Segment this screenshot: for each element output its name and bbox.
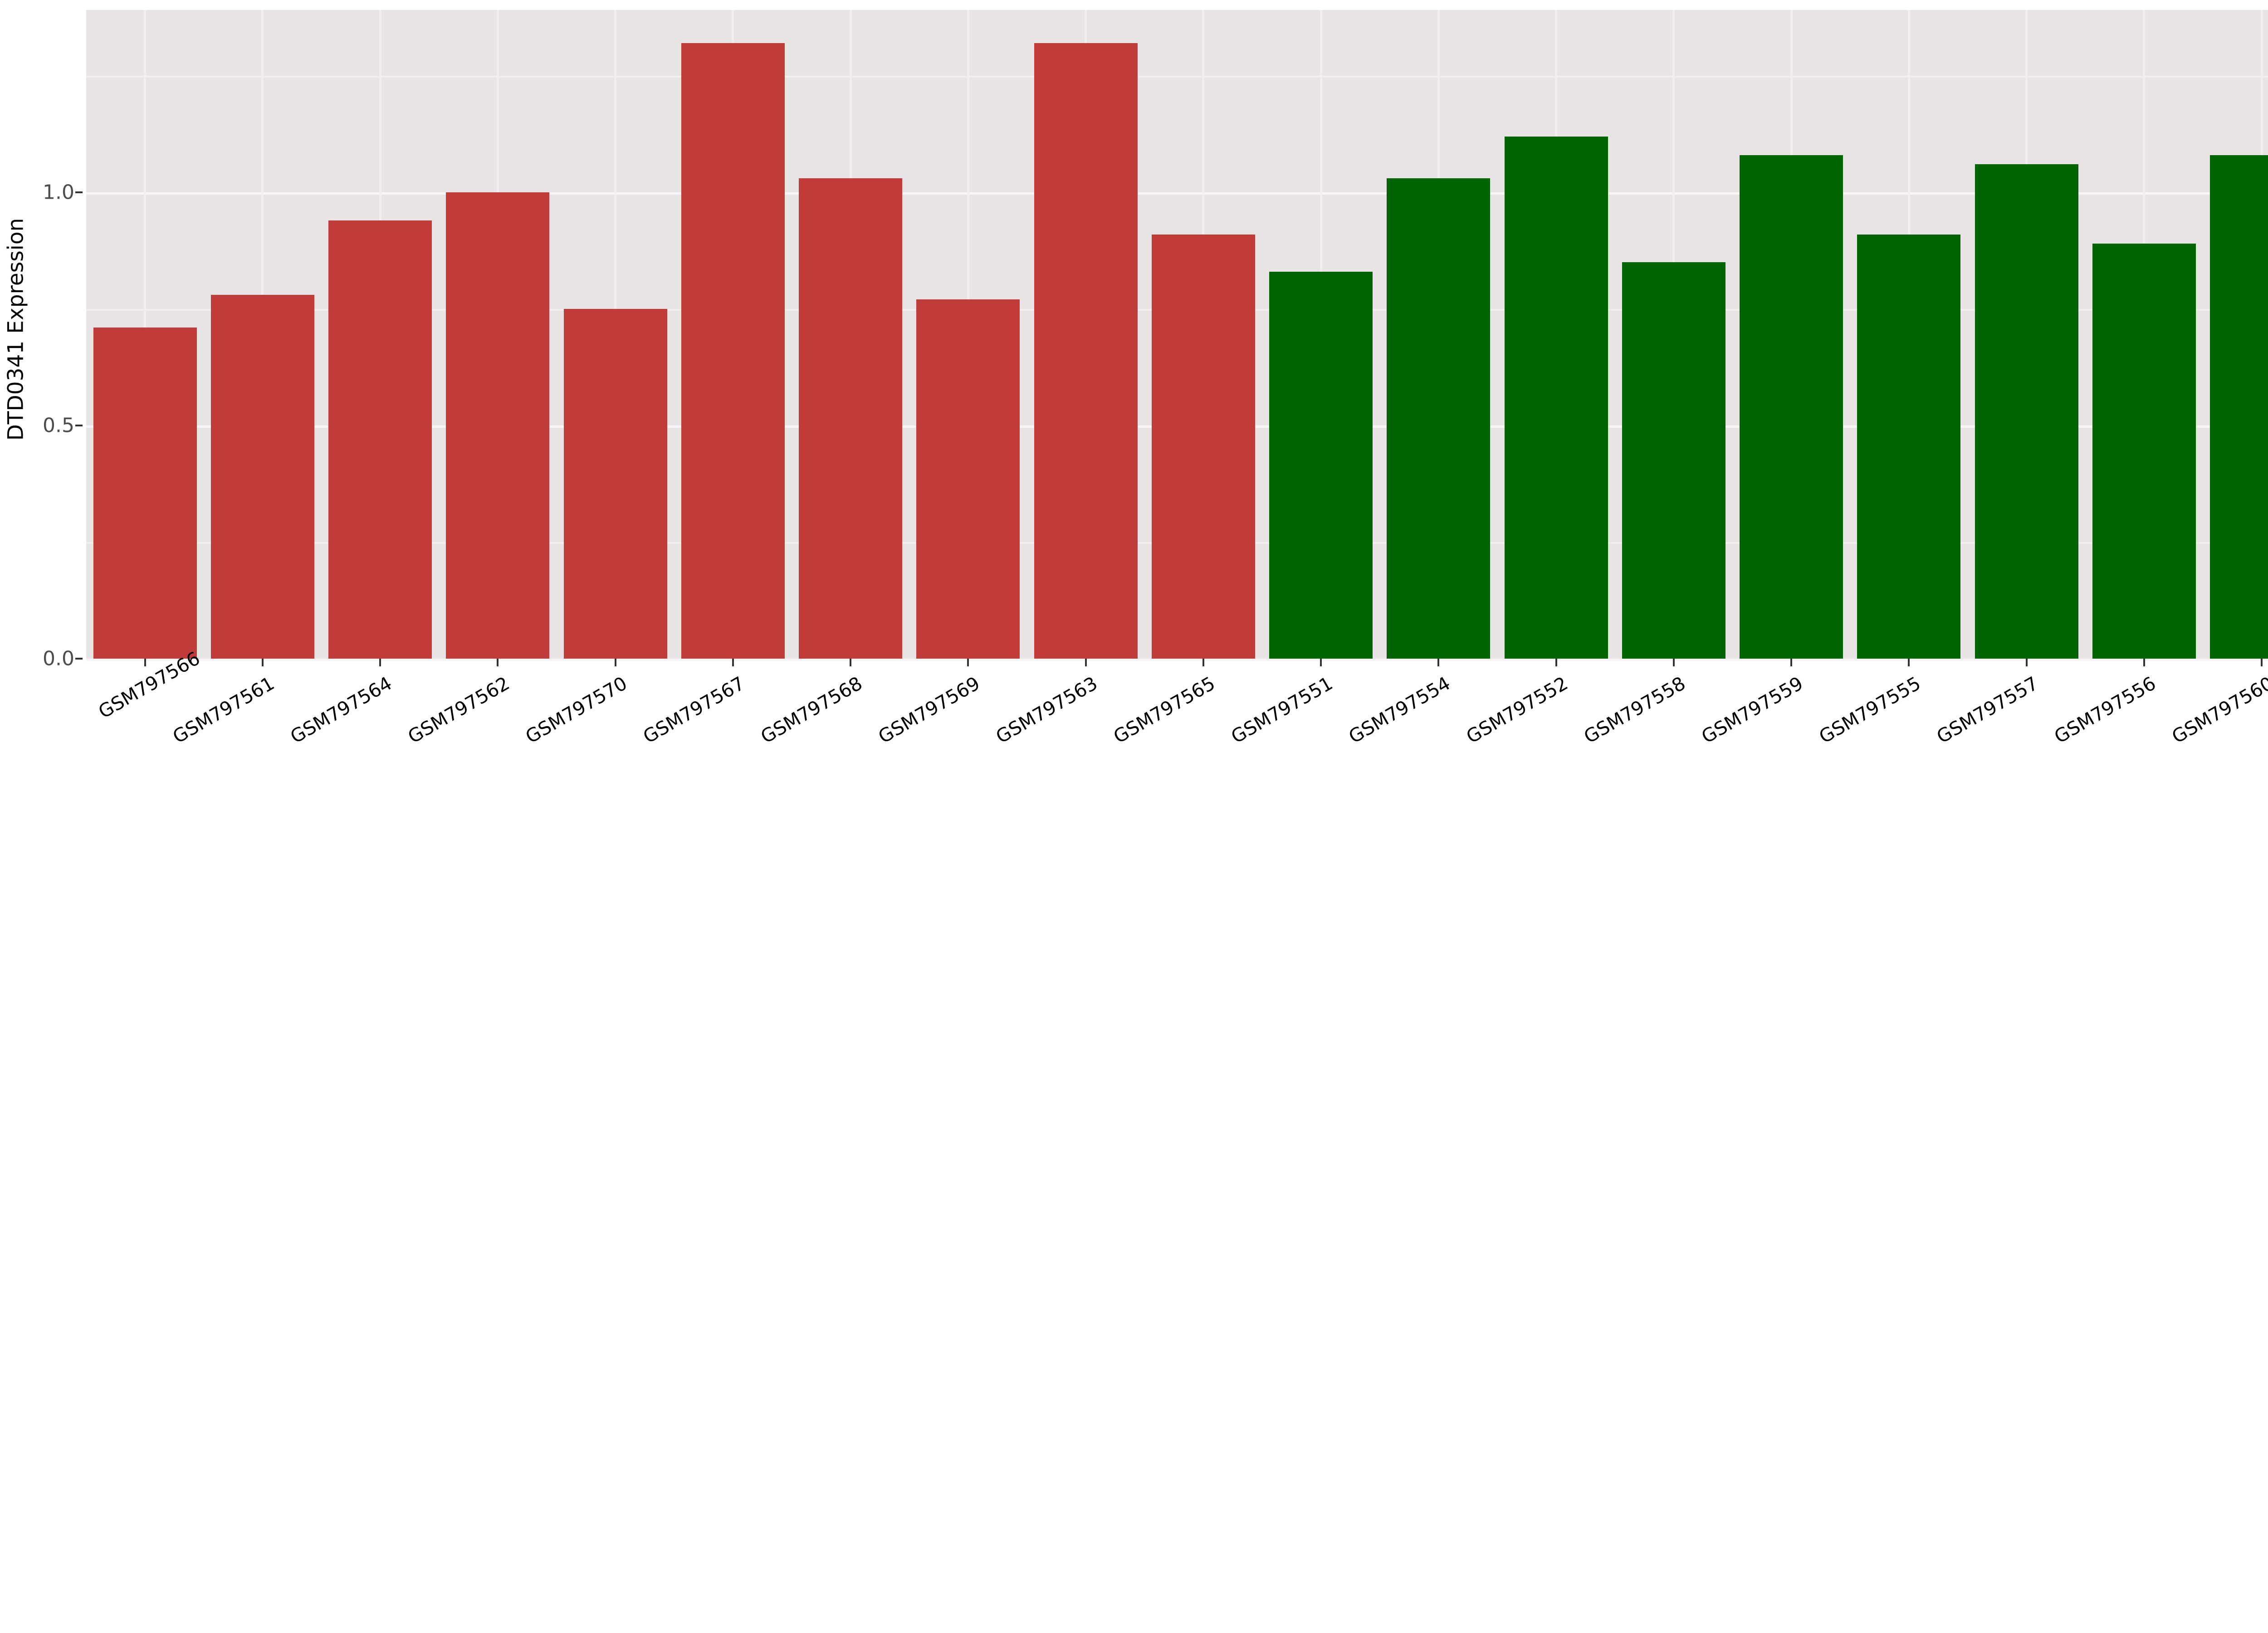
x-axis-tick-mark	[1202, 659, 1204, 666]
x-axis-tick-mark	[1555, 659, 1557, 666]
x-axis-tick-label: GSM797566	[94, 647, 204, 723]
y-axis-tick-mark	[75, 658, 83, 660]
bar	[1622, 262, 1725, 659]
plot-panel	[86, 10, 2268, 661]
x-axis-tick-label: GSM797569	[875, 672, 984, 748]
x-axis-tick-mark	[1320, 659, 1322, 666]
gridline-minor-horizontal	[86, 76, 2268, 78]
bar	[1387, 178, 1491, 659]
x-axis-tick-label: GSM797555	[1815, 672, 1925, 748]
bar	[1269, 271, 1373, 659]
x-axis-tick-mark	[2025, 659, 2028, 666]
y-axis-tick-labels: 0.0 0.5 1.0	[32, 0, 86, 816]
x-axis-tick-mark	[1085, 659, 1087, 666]
x-axis-tick-mark	[379, 659, 381, 666]
x-axis-tick-mark	[1437, 659, 1440, 666]
bar	[1151, 234, 1255, 659]
gridline-major-horizontal	[86, 659, 2268, 661]
x-axis-tick-mark	[144, 659, 146, 666]
bar	[93, 328, 197, 659]
bar	[1975, 164, 2078, 659]
bar	[681, 43, 785, 659]
y-axis-tick-label: 0.5	[43, 414, 74, 437]
y-axis-tick-label: 0.0	[43, 647, 74, 670]
x-axis-tick-mark	[261, 659, 264, 666]
x-axis-tick-mark	[1672, 659, 1675, 666]
x-axis-tick-label: GSM797563	[992, 672, 1101, 748]
x-axis-tick-labels: GSM797566 GSM797561 GSM797564 GSM797562 GSM7…	[86, 647, 2268, 816]
bar	[328, 220, 432, 659]
bar	[916, 299, 1020, 659]
x-axis-tick-mark	[1790, 659, 1793, 666]
bar	[446, 192, 550, 659]
x-axis-tick-mark	[1908, 659, 1910, 666]
bar-chart-figure: DTD0341 Expression 0.0 0.5 1.0 GSM797566 GS…	[0, 0, 2268, 816]
y-axis-tick-label: 1.0	[43, 181, 74, 204]
bar	[563, 309, 667, 659]
bar	[1034, 43, 1138, 659]
y-axis-tick-mark	[75, 191, 83, 193]
x-axis-tick-label: GSM797551	[1227, 672, 1337, 748]
x-axis-tick-mark	[967, 659, 969, 666]
bar-series	[86, 10, 2268, 659]
bar	[799, 178, 903, 659]
x-axis-tick-label: GSM797567	[639, 672, 748, 748]
bar	[1504, 136, 1608, 659]
bar	[1857, 234, 1961, 659]
x-axis-tick-mark	[850, 659, 852, 666]
gridline-major-horizontal	[86, 192, 2268, 195]
x-axis-tick-mark	[2143, 659, 2145, 666]
bar	[2092, 244, 2196, 659]
x-axis-tick-mark	[497, 659, 499, 666]
bar	[1740, 155, 1843, 659]
x-axis-tick-mark	[732, 659, 734, 666]
y-axis-title-container: DTD0341 Expression	[0, 0, 32, 659]
bar	[2210, 155, 2268, 659]
x-axis-tick-mark	[2261, 659, 2263, 666]
y-axis-tick-mark	[75, 425, 83, 426]
y-axis-title: DTD0341 Expression	[3, 218, 29, 441]
x-axis-tick-mark	[614, 659, 616, 666]
bar	[210, 295, 314, 659]
